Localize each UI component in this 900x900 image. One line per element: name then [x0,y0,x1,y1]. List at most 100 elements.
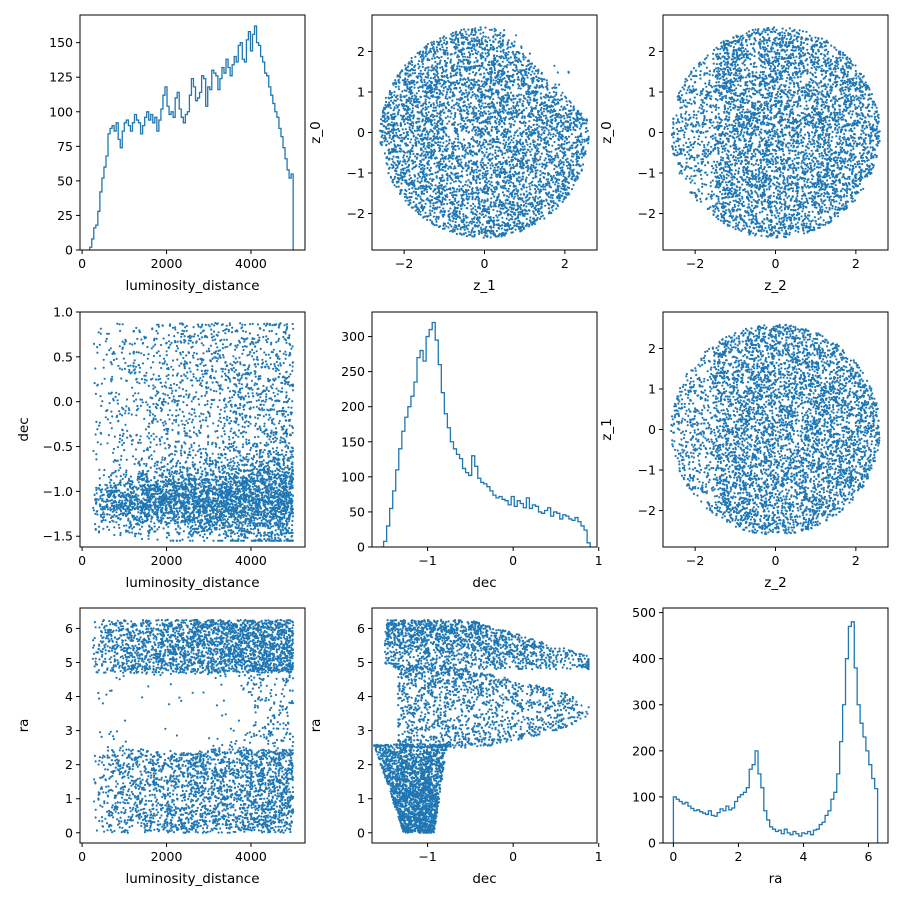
scatter-point [490,181,493,184]
scatter-point [484,52,487,55]
scatter-point [455,201,459,204]
scatter-point [514,192,517,195]
scatter-point [486,235,489,238]
scatter-point [430,69,433,72]
scatter-point [408,114,411,117]
scatter-point [451,194,454,197]
scatter-point [521,102,524,105]
scatter-point [438,206,441,209]
scatter-point [449,72,452,75]
scatter-point [388,166,391,169]
scatter-point [509,112,512,115]
scatter-point [417,186,420,189]
scatter-point [426,136,429,139]
scatter-point [566,157,569,160]
scatter-point [395,172,398,175]
scatter-point [544,165,547,168]
scatter-point [426,71,429,74]
scatter-point [485,173,488,177]
scatter-point [534,187,537,191]
scatter-point [474,27,477,30]
scatter-point [569,109,573,112]
scatter-point [566,103,569,107]
scatter-point [481,42,484,46]
scatter-point [390,121,393,124]
scatter-point [406,65,409,69]
scatter-point [482,83,485,86]
scatter-point [450,33,453,36]
scatter-point [522,204,525,207]
scatter-point [408,178,411,181]
scatter-point [543,159,546,162]
scatter-point [466,95,469,98]
scatter-point [523,148,526,151]
scatter-point [417,194,420,197]
scatter-point [534,169,537,172]
scatter-point [555,180,558,183]
scatter-point [422,169,425,172]
scatter-point [436,40,439,43]
scatter-point [496,210,499,213]
scatter-point [381,129,384,133]
scatter-point [511,76,514,79]
scatter-point [576,144,579,147]
scatter-point [510,210,513,213]
scatter-point [443,111,446,114]
scatter-point [486,51,490,54]
scatter-point [423,95,426,98]
scatter-point [421,104,424,107]
scatter-point [548,185,551,188]
scatter-point [477,109,480,113]
scatter-point [466,56,469,59]
scatter-point [503,173,507,176]
scatter-point [467,166,470,169]
scatter-point [525,190,528,193]
scatter-point [433,122,436,125]
scatter-point [396,164,399,167]
scatter-point [398,74,401,77]
scatter-point [512,197,515,200]
scatter-point [543,121,546,125]
scatter-point [395,185,398,188]
scatter-point [458,86,462,89]
scatter-point [480,105,483,108]
scatter-point [444,97,447,100]
scatter-point [474,179,477,182]
scatter-point [551,200,555,203]
scatter-point [494,111,497,114]
scatter-point [437,127,440,131]
scatter-point [488,102,491,105]
scatter-point [575,141,578,144]
scatter-point [399,192,402,195]
scatter-point [555,152,559,155]
scatter-point [553,64,556,67]
scatter-point [513,147,516,150]
scatter-point [482,228,485,231]
scatter-point [445,225,448,228]
scatter-point [455,232,458,236]
scatter-point [492,40,495,43]
scatter-point [396,144,400,147]
scatter-point [503,184,506,187]
scatter-point [433,132,436,135]
scatter-point [502,77,505,80]
scatter-point [487,105,490,108]
scatter-point [529,98,532,101]
scatter-point [429,182,432,185]
scatter-point [479,187,482,190]
scatter-point [459,228,462,231]
scatter-point [439,37,442,40]
scatter-point [527,88,530,91]
scatter-point [458,69,461,72]
scatter-point [509,80,512,83]
scatter-point [522,56,525,59]
scatter-point [502,139,506,142]
scatter-point [437,138,440,141]
scatter-point [515,56,518,59]
scatter-point [436,97,439,100]
scatter-point [472,127,475,130]
scatter-point [459,89,463,92]
scatter-point [524,124,527,127]
scatter-point [457,162,461,165]
scatter-point [407,100,410,103]
